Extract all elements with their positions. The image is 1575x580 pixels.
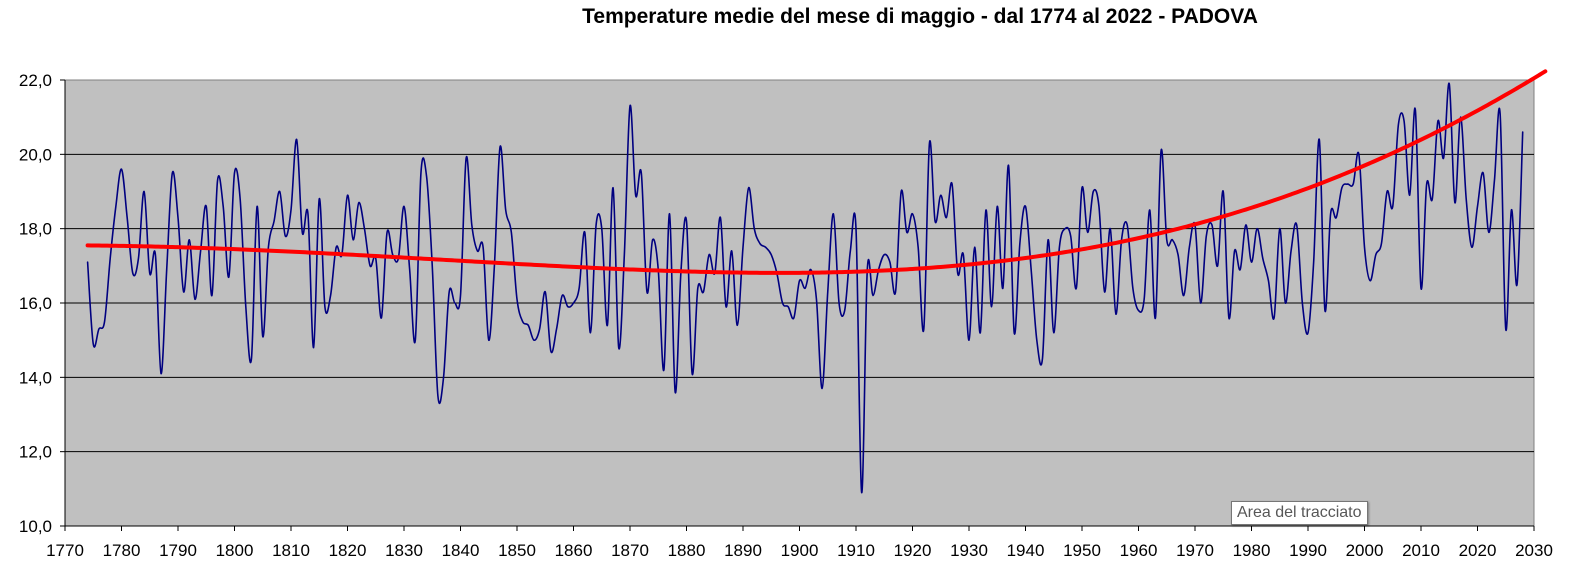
x-tick-label: 1780 — [103, 541, 141, 560]
y-tick-label: 18,0 — [19, 220, 52, 239]
y-tick-label: 10,0 — [19, 517, 52, 536]
x-tick-label: 1790 — [159, 541, 197, 560]
x-tick-label: 1870 — [611, 541, 649, 560]
x-tick-label: 2010 — [1402, 541, 1440, 560]
y-tick-label: 14,0 — [19, 368, 52, 387]
x-tick-label: 1960 — [1120, 541, 1158, 560]
x-tick-label: 1810 — [272, 541, 310, 560]
x-tick-label: 1910 — [837, 541, 875, 560]
x-tick-label: 1770 — [46, 541, 84, 560]
series-group — [85, 69, 1548, 494]
x-tick-label: 2020 — [1459, 541, 1497, 560]
y-tick-label: 20,0 — [19, 145, 52, 164]
x-tick-label: 1830 — [385, 541, 423, 560]
x-tick-label: 2000 — [1346, 541, 1384, 560]
y-tick-label: 22,0 — [19, 71, 52, 90]
series-line-trend — [85, 69, 1548, 275]
x-tick-label: 1950 — [1063, 541, 1101, 560]
x-tick-label: 1940 — [1007, 541, 1045, 560]
series-line-may-temperatures — [86, 82, 1524, 494]
x-tick-label: 1980 — [1233, 541, 1271, 560]
x-tick-label: 1970 — [1176, 541, 1214, 560]
x-tick-label: 1990 — [1289, 541, 1327, 560]
axes: 10,0 12,0 14,0 16,0 18,0 20,0 22,0 1770 1780 1790… — [19, 71, 1553, 560]
x-tick-label: 1880 — [668, 541, 706, 560]
x-tick-label: 1850 — [498, 541, 536, 560]
chart-title: Temperature medie del mese di maggio - d… — [582, 5, 1258, 28]
x-tick-label: 1820 — [329, 541, 367, 560]
y-tick-label: 12,0 — [19, 443, 52, 462]
x-tick-label: 1930 — [950, 541, 988, 560]
x-tick-label: 1900 — [781, 541, 819, 560]
plot-area-tooltip: Area del tracciato — [1231, 501, 1368, 525]
gridlines — [65, 153, 1534, 453]
x-tick-label: 2030 — [1515, 541, 1553, 560]
x-tick-label: 1890 — [724, 541, 762, 560]
x-tick-label: 1860 — [555, 541, 593, 560]
x-tick-label: 1920 — [894, 541, 932, 560]
x-tick-label: 1800 — [216, 541, 254, 560]
y-tick-label: 16,0 — [19, 294, 52, 313]
x-tick-label: 1840 — [442, 541, 480, 560]
